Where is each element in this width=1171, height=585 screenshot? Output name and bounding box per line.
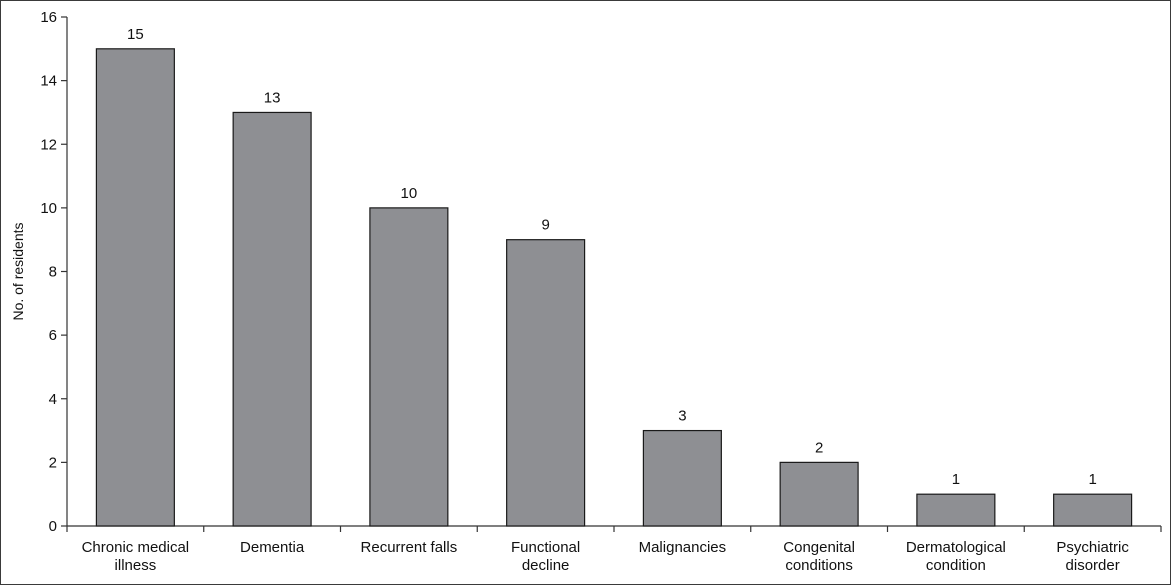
bar <box>1053 493 1133 527</box>
y-tick-label: 2 <box>49 454 57 471</box>
y-tick-label: 10 <box>40 200 57 217</box>
category-label-line: Chronic medical <box>82 539 190 556</box>
category-label-line: illness <box>115 557 157 574</box>
y-tick-label: 16 <box>40 9 57 26</box>
category-label-line: condition <box>926 557 986 574</box>
y-tick-label: 8 <box>49 264 57 281</box>
data-label: 1 <box>1088 471 1096 488</box>
category-label-line: Dermatological <box>906 539 1006 556</box>
y-tick-label: 14 <box>40 73 57 90</box>
data-label: 15 <box>127 26 144 43</box>
category-label: Chronic medical illness <box>82 539 190 574</box>
y-tick-label: 6 <box>49 327 57 344</box>
bars-group <box>95 48 1133 527</box>
bar <box>95 48 175 527</box>
bar <box>916 493 996 527</box>
y-tick-label: 12 <box>40 136 57 153</box>
category-label-line: Recurrent falls <box>361 539 458 556</box>
category-label-line: Psychiatric <box>1056 539 1129 556</box>
category-label-line: disorder <box>1066 557 1120 574</box>
bar <box>232 111 312 527</box>
category-label-line: Congenital <box>783 539 855 556</box>
y-axis-label: No. of residents <box>10 222 26 320</box>
y-tick-label: 4 <box>49 391 57 408</box>
data-label: 2 <box>815 439 823 456</box>
data-label: 13 <box>264 89 281 106</box>
bar <box>779 461 859 527</box>
category-label-line: Malignancies <box>639 539 727 556</box>
category-label: Functional decline <box>511 539 580 574</box>
category-label: Psychiatric disorder <box>1056 539 1129 574</box>
data-label: 9 <box>541 217 549 234</box>
category-label-line: Functional <box>511 539 580 556</box>
bar <box>506 239 586 527</box>
category-label: Malignancies <box>639 539 727 556</box>
category-label-line: decline <box>522 557 570 574</box>
data-label: 3 <box>678 408 686 425</box>
category-label-line: conditions <box>785 557 853 574</box>
category-label: Congenital conditions <box>783 539 855 574</box>
bar <box>369 207 449 527</box>
category-label: Dermatological condition <box>906 539 1006 574</box>
category-label-line: Dementia <box>240 539 305 556</box>
y-tick-label: 0 <box>49 518 57 535</box>
bar <box>642 429 722 527</box>
data-label: 10 <box>401 185 418 202</box>
category-label: Dementia <box>240 539 305 556</box>
category-label: Recurrent falls <box>361 539 458 556</box>
data-label: 1 <box>952 471 960 488</box>
